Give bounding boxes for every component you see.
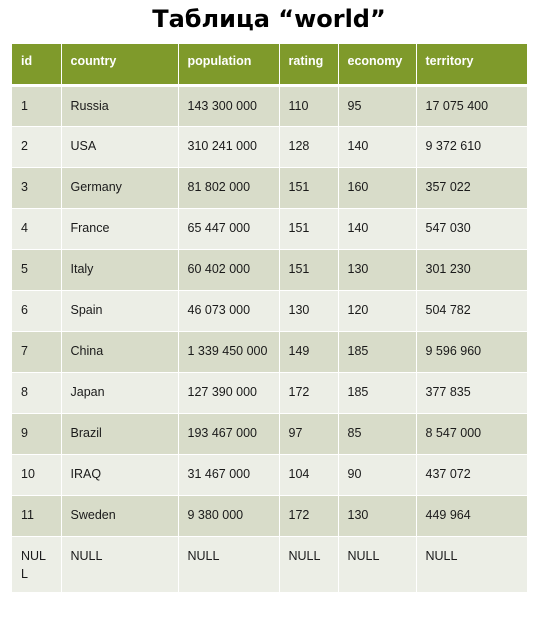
cell-economy: 130 bbox=[338, 495, 417, 537]
table-row: 2 USA 310 241 000 128 140 9 372 610 bbox=[12, 126, 527, 168]
table-row: 1 Russia 143 300 000 110 95 17 075 400 bbox=[12, 85, 527, 127]
cell-rating: 172 bbox=[279, 495, 339, 537]
header-country: country bbox=[61, 44, 179, 87]
cell-id: 9 bbox=[12, 413, 62, 455]
cell-territory: NULL bbox=[416, 536, 527, 593]
cell-country: NULL bbox=[61, 536, 179, 593]
cell-id: 1 bbox=[12, 85, 62, 127]
cell-country: China bbox=[61, 331, 179, 373]
cell-population: 9 380 000 bbox=[178, 495, 280, 537]
cell-rating: 172 bbox=[279, 372, 339, 414]
cell-id: 11 bbox=[12, 495, 62, 537]
cell-rating: 151 bbox=[279, 249, 339, 291]
cell-economy: 95 bbox=[338, 85, 417, 127]
cell-id: 10 bbox=[12, 454, 62, 496]
world-table: id country population rating economy ter… bbox=[12, 44, 527, 593]
cell-id: 8 bbox=[12, 372, 62, 414]
cell-rating: 128 bbox=[279, 126, 339, 168]
cell-economy: 160 bbox=[338, 167, 417, 209]
cell-population: 127 390 000 bbox=[178, 372, 280, 414]
cell-country: Italy bbox=[61, 249, 179, 291]
table-row: 7 China 1 339 450 000 149 185 9 596 960 bbox=[12, 331, 527, 373]
cell-id: 6 bbox=[12, 290, 62, 332]
header-id: id bbox=[12, 44, 62, 87]
cell-territory: 8 547 000 bbox=[416, 413, 527, 455]
cell-country: France bbox=[61, 208, 179, 250]
table-row: NULL NULL NULL NULL NULL NULL bbox=[12, 536, 527, 593]
header-population: population bbox=[178, 44, 280, 87]
cell-population: NULL bbox=[178, 536, 280, 593]
cell-population: 31 467 000 bbox=[178, 454, 280, 496]
cell-rating: 149 bbox=[279, 331, 339, 373]
cell-rating: NULL bbox=[279, 536, 339, 593]
header-rating: rating bbox=[279, 44, 339, 87]
cell-rating: 130 bbox=[279, 290, 339, 332]
cell-population: 1 339 450 000 bbox=[178, 331, 280, 373]
cell-country: Brazil bbox=[61, 413, 179, 455]
table-row: 6 Spain 46 073 000 130 120 504 782 bbox=[12, 290, 527, 332]
cell-id: 5 bbox=[12, 249, 62, 291]
cell-economy: 185 bbox=[338, 331, 417, 373]
cell-rating: 110 bbox=[279, 85, 339, 127]
cell-economy: NULL bbox=[338, 536, 417, 593]
header-economy: economy bbox=[338, 44, 417, 87]
cell-id: 3 bbox=[12, 167, 62, 209]
cell-population: 81 802 000 bbox=[178, 167, 280, 209]
cell-economy: 140 bbox=[338, 208, 417, 250]
header-territory: territory bbox=[416, 44, 527, 87]
cell-territory: 449 964 bbox=[416, 495, 527, 537]
cell-population: 143 300 000 bbox=[178, 85, 280, 127]
cell-economy: 90 bbox=[338, 454, 417, 496]
cell-economy: 140 bbox=[338, 126, 417, 168]
cell-economy: 130 bbox=[338, 249, 417, 291]
cell-population: 310 241 000 bbox=[178, 126, 280, 168]
cell-country: IRAQ bbox=[61, 454, 179, 496]
cell-territory: 9 372 610 bbox=[416, 126, 527, 168]
cell-population: 60 402 000 bbox=[178, 249, 280, 291]
cell-territory: 9 596 960 bbox=[416, 331, 527, 373]
cell-rating: 104 bbox=[279, 454, 339, 496]
cell-country: Germany bbox=[61, 167, 179, 209]
cell-id: 4 bbox=[12, 208, 62, 250]
cell-id: 2 bbox=[12, 126, 62, 168]
cell-population: 193 467 000 bbox=[178, 413, 280, 455]
table-row: 4 France 65 447 000 151 140 547 030 bbox=[12, 208, 527, 250]
cell-economy: 185 bbox=[338, 372, 417, 414]
page-title: Таблица “world” bbox=[152, 5, 386, 33]
cell-territory: 377 835 bbox=[416, 372, 527, 414]
cell-territory: 547 030 bbox=[416, 208, 527, 250]
cell-territory: 301 230 bbox=[416, 249, 527, 291]
cell-id: 7 bbox=[12, 331, 62, 373]
cell-rating: 151 bbox=[279, 167, 339, 209]
cell-country: Sweden bbox=[61, 495, 179, 537]
cell-territory: 504 782 bbox=[416, 290, 527, 332]
cell-territory: 437 072 bbox=[416, 454, 527, 496]
table-body: 1 Russia 143 300 000 110 95 17 075 400 2 USA 310… bbox=[12, 85, 527, 593]
cell-economy: 120 bbox=[338, 290, 417, 332]
table-row: 10 IRAQ 31 467 000 104 90 437 072 bbox=[12, 454, 527, 496]
header-row: id country population rating economy ter… bbox=[12, 44, 527, 87]
cell-economy: 85 bbox=[338, 413, 417, 455]
table-row: 8 Japan 127 390 000 172 185 377 835 bbox=[12, 372, 527, 414]
table-row: 9 Brazil 193 467 000 97 85 8 547 000 bbox=[12, 413, 527, 455]
cell-country: USA bbox=[61, 126, 179, 168]
cell-population: 65 447 000 bbox=[178, 208, 280, 250]
cell-id: NULL bbox=[12, 536, 62, 593]
cell-rating: 151 bbox=[279, 208, 339, 250]
cell-country: Russia bbox=[61, 85, 179, 127]
table-row: 11 Sweden 9 380 000 172 130 449 964 bbox=[12, 495, 527, 537]
cell-rating: 97 bbox=[279, 413, 339, 455]
cell-country: Japan bbox=[61, 372, 179, 414]
table-row: 5 Italy 60 402 000 151 130 301 230 bbox=[12, 249, 527, 291]
cell-population: 46 073 000 bbox=[178, 290, 280, 332]
table-row: 3 Germany 81 802 000 151 160 357 022 bbox=[12, 167, 527, 209]
cell-territory: 17 075 400 bbox=[416, 85, 527, 127]
cell-country: Spain bbox=[61, 290, 179, 332]
cell-territory: 357 022 bbox=[416, 167, 527, 209]
